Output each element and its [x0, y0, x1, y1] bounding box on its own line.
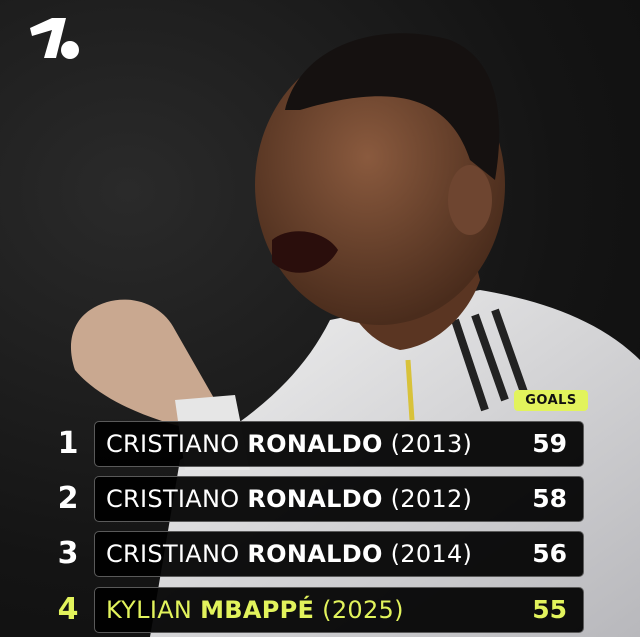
player-name: CRISTIANO RONALDO (2014): [106, 532, 472, 576]
goals-value: 58: [532, 484, 567, 513]
ranking-row: CRISTIANO RONALDO (2013) 59: [94, 421, 584, 467]
last-name: MBAPPÉ: [200, 596, 315, 624]
ranking-row: CRISTIANO RONALDO (2012) 58: [94, 476, 584, 522]
rank-number: 3: [57, 536, 79, 571]
first-name: CRISTIANO: [106, 430, 240, 458]
player-name: KYLIAN MBAPPÉ (2025): [106, 588, 404, 632]
first-name: CRISTIANO: [106, 485, 240, 513]
rank-number: 2: [57, 481, 79, 516]
goals-value: 59: [532, 429, 567, 458]
goals-column-header: GOALS: [514, 390, 588, 411]
onefootball-logo: [30, 18, 79, 59]
player-name: CRISTIANO RONALDO (2012): [106, 477, 472, 521]
ranking-row: CRISTIANO RONALDO (2014) 56: [94, 531, 584, 577]
season-year: (2025): [322, 596, 404, 624]
last-name: RONALDO: [247, 540, 383, 568]
season-year: (2014): [390, 540, 473, 568]
ranking-row: KYLIAN MBAPPÉ (2025) 55: [94, 587, 584, 633]
first-name: CRISTIANO: [106, 540, 240, 568]
last-name: RONALDO: [247, 430, 383, 458]
season-year: (2012): [390, 485, 473, 513]
rank-number: 1: [57, 426, 79, 461]
first-name: KYLIAN: [106, 596, 193, 624]
goals-value: 56: [532, 539, 567, 568]
season-year: (2013): [390, 430, 473, 458]
rank-number: 4: [57, 592, 79, 627]
last-name: RONALDO: [247, 485, 383, 513]
goals-value: 55: [532, 595, 567, 624]
player-name: CRISTIANO RONALDO (2013): [106, 422, 472, 466]
